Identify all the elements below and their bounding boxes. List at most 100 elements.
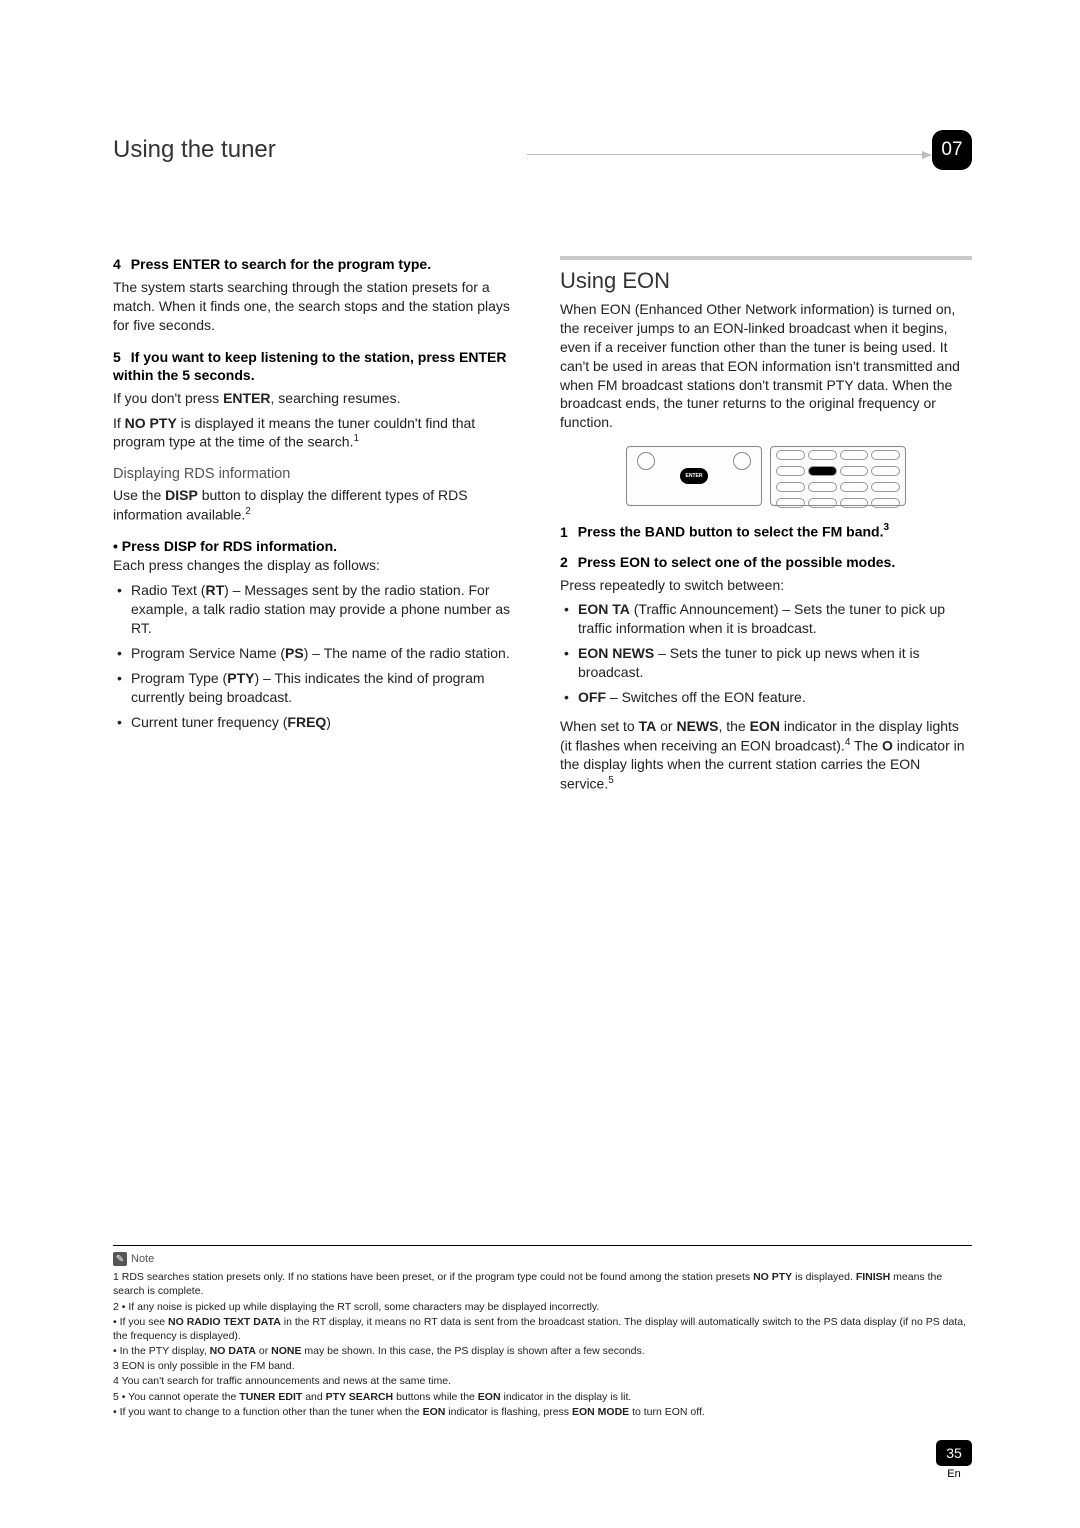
remote-diagram: ENTER — [626, 446, 906, 506]
footnote-ref: 1 — [353, 433, 359, 444]
kw: EON MODE — [572, 1406, 629, 1418]
kw-enter: ENTER — [223, 390, 270, 406]
step-number: 5 — [113, 349, 131, 365]
text: , the — [718, 718, 749, 734]
footnote-2a: 2 • If any noise is picked up while disp… — [113, 1300, 972, 1314]
eon-tail: When set to TA or NEWS, the EON indicato… — [560, 717, 972, 794]
right-column: Using EON When EON (Enhanced Other Netwo… — [560, 256, 972, 808]
page-number: 35 En — [936, 1440, 972, 1480]
footnote-ref: 5 — [608, 775, 614, 786]
kw: TUNER EDIT — [239, 1391, 302, 1403]
header-title: Using the tuner — [113, 136, 509, 164]
text: Use the — [113, 487, 165, 503]
text: When set to — [560, 718, 639, 734]
kw: PTY SEARCH — [326, 1391, 394, 1403]
text: If — [113, 415, 125, 431]
eon-step-1: 1Press the BAND button to select the FM … — [560, 522, 972, 541]
footnote-3: 3 EON is only possible in the FM band. — [113, 1359, 972, 1373]
kw-news: NEWS — [676, 718, 718, 734]
disp-intro: Each press changes the display as follow… — [113, 556, 525, 575]
page-header: Using the tuner 07 — [113, 130, 972, 170]
rds-body: Use the DISP button to display the diffe… — [113, 486, 525, 524]
text: ) – The name of the radio station. — [304, 645, 510, 661]
disp-header: Press DISP for RDS information. — [113, 538, 525, 554]
text: The — [850, 737, 882, 753]
text: If you don't press — [113, 390, 223, 406]
step-number: 1 — [560, 524, 578, 540]
text: • In the PTY display, — [113, 1345, 210, 1357]
diagram-panel-nav: ENTER — [626, 446, 762, 506]
kw: EON — [423, 1406, 446, 1418]
kw-pty: PTY — [227, 670, 254, 686]
footnote-1: 1 RDS searches station presets only. If … — [113, 1270, 972, 1298]
text: 5 • You cannot operate the — [113, 1391, 239, 1403]
text: Program Type ( — [131, 670, 227, 686]
kw: EON — [478, 1391, 501, 1403]
step-4: 4Press ENTER to search for the program t… — [113, 256, 525, 274]
text: Radio Text ( — [131, 582, 205, 598]
list-item: Current tuner frequency (FREQ) — [131, 713, 525, 732]
kw-freq: FREQ — [287, 714, 326, 730]
text: buttons while the — [393, 1391, 478, 1403]
eon-intro: When EON (Enhanced Other Network informa… — [560, 300, 972, 432]
list-item: Program Type (PTY) – This indicates the … — [131, 669, 525, 707]
list-item: OFF – Switches off the EON feature. — [578, 688, 972, 707]
diagram-panel-buttons — [770, 446, 906, 506]
enter-button-icon: ENTER — [680, 468, 708, 484]
page-language: En — [936, 1468, 972, 1480]
kw: NO RADIO TEXT DATA — [168, 1316, 281, 1328]
kw-disp: DISP — [165, 487, 198, 503]
list-item: EON NEWS – Sets the tuner to pick up new… — [578, 644, 972, 682]
text: Current tuner frequency ( — [131, 714, 287, 730]
kw: NO PTY — [753, 1271, 792, 1283]
footnote-4: 4 You can't search for traffic announcem… — [113, 1374, 972, 1388]
text: and — [302, 1391, 325, 1403]
list-item: Program Service Name (PS) – The name of … — [131, 644, 525, 663]
step-5-line1: If you don't press ENTER, searching resu… — [113, 389, 525, 408]
text: may be shown. In this case, the PS displ… — [301, 1345, 644, 1357]
header-rule — [527, 154, 923, 155]
eon-step-2-body: Press repeatedly to switch between: — [560, 576, 972, 595]
eon-step-2: 2Press EON to select one of the possible… — [560, 554, 972, 572]
kw-ta: TA — [639, 718, 657, 734]
text: • If you see — [113, 1316, 168, 1328]
content-columns: 4Press ENTER to search for the program t… — [113, 256, 972, 808]
accent-bar — [560, 256, 972, 260]
step-title: If you want to keep listening to the sta… — [113, 349, 507, 383]
chapter-badge: 07 — [932, 130, 972, 170]
step-title: Press ENTER to search for the program ty… — [131, 256, 431, 272]
text: indicator in the display is lit. — [501, 1391, 632, 1403]
text: or — [256, 1345, 271, 1357]
footnote-ref: 3 — [884, 522, 890, 533]
kw-eonnews: EON NEWS — [578, 645, 654, 661]
text: 1 RDS searches station presets only. If … — [113, 1271, 753, 1283]
kw-nopty: NO PTY — [125, 415, 177, 431]
footnote-2b: • If you see NO RADIO TEXT DATA in the R… — [113, 1315, 972, 1343]
text: to turn EON off. — [629, 1406, 705, 1418]
footnote-2c: • In the PTY display, NO DATA or NONE ma… — [113, 1344, 972, 1358]
step-number: 4 — [113, 256, 131, 272]
text: • If you want to change to a function ot… — [113, 1406, 423, 1418]
kw-eon: EON — [750, 718, 780, 734]
step-5-line2: If NO PTY is displayed it means the tune… — [113, 414, 525, 452]
step-4-body: The system starts searching through the … — [113, 278, 525, 335]
kw-eonta: EON TA — [578, 601, 630, 617]
step-number: 2 — [560, 554, 578, 570]
step-5: 5If you want to keep listening to the st… — [113, 349, 525, 385]
kw-ps: PS — [285, 645, 304, 661]
footnote-5b: • If you want to change to a function ot… — [113, 1405, 972, 1419]
left-column: 4Press ENTER to search for the program t… — [113, 256, 525, 808]
disp-list: Radio Text (RT) – Messages sent by the r… — [113, 581, 525, 731]
rds-subheading: Displaying RDS information — [113, 466, 525, 482]
text: or — [656, 718, 676, 734]
kw: NONE — [271, 1345, 301, 1357]
list-item: EON TA (Traffic Announcement) – Sets the… — [578, 600, 972, 638]
eon-modes-list: EON TA (Traffic Announcement) – Sets the… — [560, 600, 972, 706]
kw: FINISH — [856, 1271, 890, 1283]
kw-off: OFF — [578, 689, 606, 705]
eon-heading: Using EON — [560, 268, 972, 294]
eon-button-icon — [808, 466, 837, 476]
text: ) — [326, 714, 331, 730]
footnote-ref: 2 — [245, 506, 251, 517]
text: (Traffic Announcement) – Sets the tuner … — [578, 601, 945, 636]
